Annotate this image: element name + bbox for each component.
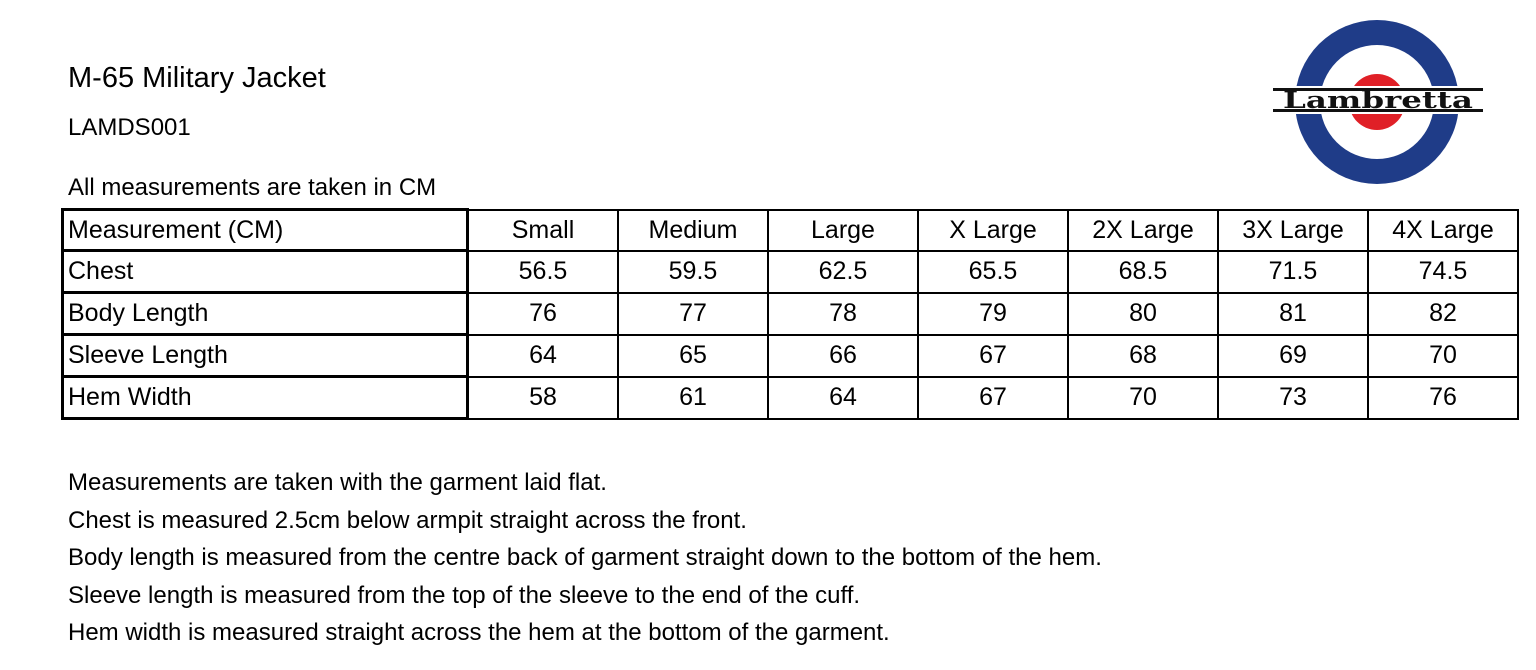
table-cell: 56.5 xyxy=(466,249,619,294)
table-cell: 77 xyxy=(617,291,769,336)
product-code: LAMDS001 xyxy=(68,114,191,141)
table-cell: 67 xyxy=(917,333,1069,378)
svg-text:Lambretta: Lambretta xyxy=(1283,87,1473,114)
row-label: Sleeve Length xyxy=(61,333,469,378)
table-cell: 68.5 xyxy=(1067,249,1219,294)
note-line: Hem width is measured straight across th… xyxy=(68,619,890,646)
table-header-row: Measurement (CM) Small Medium Large X Large 2… xyxy=(61,208,1519,252)
table-row: Chest 56.5 59.5 62.5 65.5 68.5 71.5 74.5 xyxy=(61,249,1519,294)
note-line: Sleeve length is measured from the top o… xyxy=(68,581,861,609)
page-title: M-65 Military Jacket xyxy=(68,62,326,94)
table-cell: 66 xyxy=(767,333,919,378)
row-label: Body Length xyxy=(61,291,469,336)
table-cell: 59.5 xyxy=(617,249,769,294)
table-row: Hem Width 58 61 64 67 70 73 76 xyxy=(61,375,1519,420)
lambretta-logo: Lambretta xyxy=(1273,20,1483,184)
table-cell: 78 xyxy=(767,291,919,336)
row-label: Chest xyxy=(61,249,469,294)
table-cell: 69 xyxy=(1217,333,1369,378)
table-cell: 61 xyxy=(617,375,769,420)
table-cell: 64 xyxy=(466,333,619,378)
units-note: All measurements are taken in CM xyxy=(68,174,437,201)
size-chart-table: Measurement (CM) Small Medium Large X Large 2… xyxy=(61,208,1519,420)
table-cell: 73 xyxy=(1217,375,1369,420)
table-cell: 79 xyxy=(917,291,1069,336)
table-cell: 67 xyxy=(917,375,1069,420)
table-cell: 64 xyxy=(767,375,919,420)
table-cell: 70 xyxy=(1367,333,1519,378)
table-row: Body Length 76 77 78 79 80 81 82 xyxy=(61,291,1519,336)
table-cell: 76 xyxy=(1367,375,1519,420)
table-cell: 80 xyxy=(1067,291,1219,336)
table-cell: 58 xyxy=(466,375,619,420)
column-header: 3X Large xyxy=(1217,208,1369,252)
column-header: Small xyxy=(466,208,619,252)
table-cell: 65.5 xyxy=(917,249,1069,294)
row-label: Hem Width xyxy=(61,375,469,420)
column-header: 4X Large xyxy=(1367,208,1519,252)
table-cell: 76 xyxy=(466,291,619,336)
table-row: Sleeve Length 64 65 66 67 68 69 70 xyxy=(61,333,1519,378)
measurement-notes: Measurements are taken with the garment … xyxy=(68,464,1102,652)
table-cell: 70 xyxy=(1067,375,1219,420)
table-cell: 68 xyxy=(1067,333,1219,378)
table-cell: 81 xyxy=(1217,291,1369,336)
column-header: Measurement (CM) xyxy=(61,208,469,252)
table-cell: 74.5 xyxy=(1367,249,1519,294)
column-header: X Large xyxy=(917,208,1069,252)
column-header: 2X Large xyxy=(1067,208,1219,252)
note-line: Chest is measured 2.5cm below armpit str… xyxy=(68,506,747,534)
note-line: Body length is measured from the centre … xyxy=(68,544,1102,571)
table-cell: 82 xyxy=(1367,291,1519,336)
table-cell: 65 xyxy=(617,333,769,378)
table-cell: 71.5 xyxy=(1217,249,1369,294)
column-header: Large xyxy=(767,208,919,252)
table-cell: 62.5 xyxy=(767,249,919,294)
column-header: Medium xyxy=(617,208,769,252)
note-line: Measurements are taken with the garment … xyxy=(68,469,607,496)
